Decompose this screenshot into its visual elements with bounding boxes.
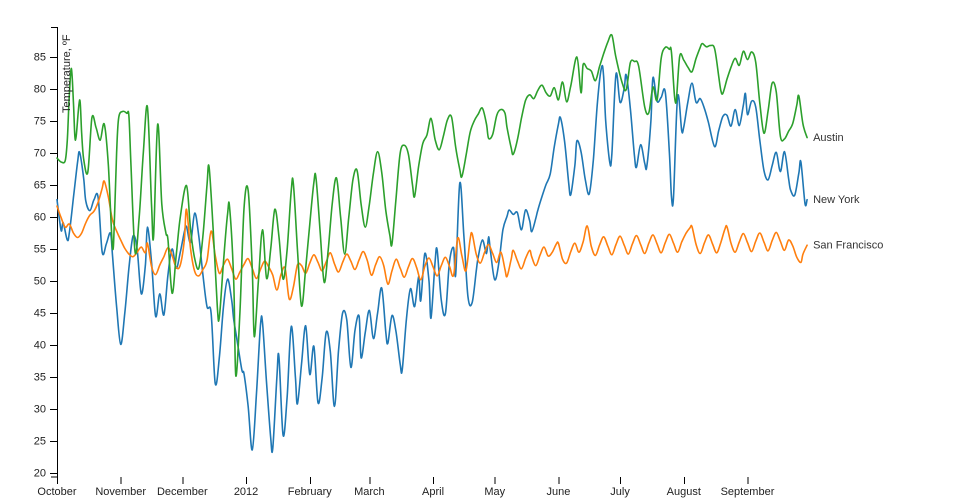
x-axis-tick-label: March bbox=[354, 486, 385, 498]
x-axis-tick-label: August bbox=[667, 486, 701, 498]
x-axis-tick-label: December bbox=[157, 486, 208, 498]
x-axis-tick-label: November bbox=[95, 486, 146, 498]
line-austin bbox=[56, 33, 808, 377]
y-axis-tick-label: 50 bbox=[34, 276, 46, 288]
line-san-francisco bbox=[56, 180, 808, 301]
series-label-austin: Austin bbox=[813, 132, 844, 144]
x-axis-tick-label: October bbox=[37, 486, 76, 498]
y-axis-line bbox=[51, 27, 58, 478]
y-axis-tick-label: 80 bbox=[34, 84, 46, 96]
x-axis-tick-label: February bbox=[288, 486, 333, 498]
x-axis-tick-label: September bbox=[721, 486, 775, 498]
y-axis-tick-label: 45 bbox=[34, 308, 46, 320]
y-axis-tick-label: 75 bbox=[34, 116, 46, 128]
x-axis-tick-label: April bbox=[422, 486, 444, 498]
series-lines bbox=[56, 33, 808, 454]
series-label-new-york: New York bbox=[813, 194, 860, 206]
y-axis-tick-label: 65 bbox=[34, 180, 46, 192]
y-axis-tick-label: 60 bbox=[34, 212, 46, 224]
x-axis-tick-label: June bbox=[546, 486, 570, 498]
y-axis-tick-label: 25 bbox=[34, 436, 46, 448]
y-axis-tick-label: 35 bbox=[34, 372, 46, 384]
axes: 20 25 30 35 40 45 50 55 60 65 70 75 80 85 October Novem… bbox=[34, 27, 775, 498]
y-axis-tick-label: 40 bbox=[34, 340, 46, 352]
x-axis-tick-label: 2012 bbox=[234, 486, 258, 498]
x-axis-tick-label: July bbox=[610, 486, 630, 498]
x-axis-tick-label: May bbox=[484, 486, 505, 498]
y-axis-tick-label: 30 bbox=[34, 404, 46, 416]
y-axis-tick-label: 70 bbox=[34, 148, 46, 160]
y-axis-tick-label: 55 bbox=[34, 244, 46, 256]
chart-labels: Temperature, ºF New York San Francisco Aust… bbox=[61, 34, 883, 252]
y-axis-title: Temperature, ºF bbox=[61, 34, 73, 113]
y-axis-tick-label: 85 bbox=[34, 52, 46, 64]
series-label-san-francisco: San Francisco bbox=[813, 240, 883, 252]
y-axis-tick-label: 20 bbox=[34, 468, 46, 480]
